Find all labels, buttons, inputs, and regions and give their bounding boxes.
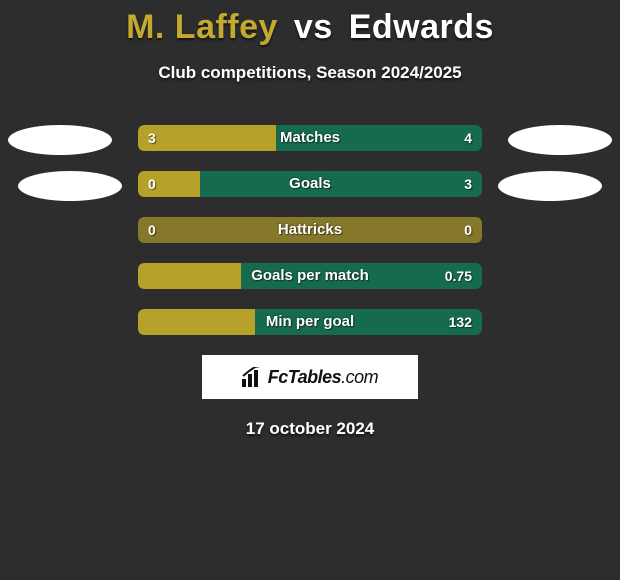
stat-row: Matches34 xyxy=(138,125,482,151)
date-label: 17 october 2024 xyxy=(0,419,620,439)
page-title: M. Laffey vs Edwards xyxy=(0,8,620,47)
bars-wrapper: Matches34 Goals03 Hattricks00 Goals per mat… xyxy=(138,125,482,335)
bar-fill-player1 xyxy=(138,263,241,289)
avatar-placeholder-right-1 xyxy=(508,125,612,155)
title-player2: Edwards xyxy=(349,8,494,46)
stat-row: Goals03 xyxy=(138,171,482,197)
logo-text: FcTables.com xyxy=(268,367,378,388)
logo-box: FcTables.com xyxy=(202,355,418,399)
logo: FcTables.com xyxy=(242,367,378,388)
barchart-icon xyxy=(242,367,264,387)
subtitle: Club competitions, Season 2024/2025 xyxy=(0,63,620,83)
avatar-placeholder-left-2 xyxy=(18,171,122,201)
bar-fill-player2 xyxy=(255,309,482,335)
logo-tld: .com xyxy=(341,367,378,387)
avatar-placeholder-left-1 xyxy=(8,125,112,155)
comparison-card: M. Laffey vs Edwards Club competitions, … xyxy=(0,0,620,580)
avatar-placeholder-right-2 xyxy=(498,171,602,201)
bar-fill-player2 xyxy=(200,171,482,197)
title-player1: M. Laffey xyxy=(126,8,278,46)
bar-fill-player1 xyxy=(138,125,276,151)
bar-fill-player2 xyxy=(241,263,482,289)
logo-brand: FcTables xyxy=(268,367,341,387)
title-vs: vs xyxy=(294,8,333,46)
bar-fill-player1 xyxy=(138,217,482,243)
stat-row: Hattricks00 xyxy=(138,217,482,243)
bar-fill-player1 xyxy=(138,309,255,335)
bar-fill-player2 xyxy=(276,125,482,151)
stat-row: Goals per match0.75 xyxy=(138,263,482,289)
chart-area: Matches34 Goals03 Hattricks00 Goals per mat… xyxy=(0,125,620,335)
stat-row: Min per goal132 xyxy=(138,309,482,335)
bar-fill-player1 xyxy=(138,171,200,197)
